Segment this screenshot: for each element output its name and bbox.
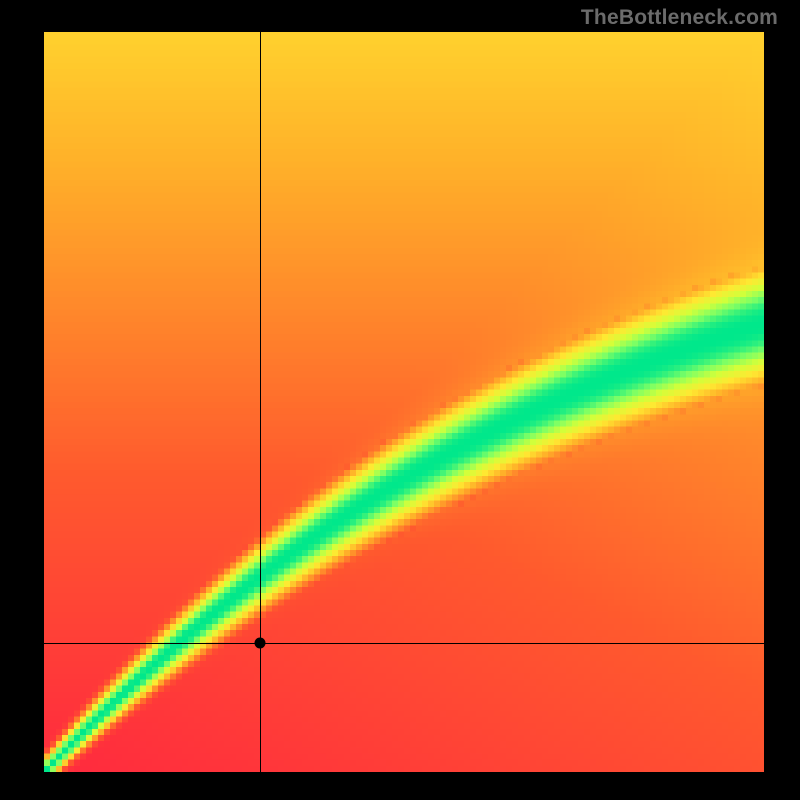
crosshair-horizontal: [44, 643, 764, 644]
heatmap-canvas: [44, 32, 764, 772]
crosshair-vertical: [260, 32, 261, 772]
plot-area: [44, 32, 764, 772]
marker-dot: [255, 637, 266, 648]
watermark-text: TheBottleneck.com: [581, 6, 778, 30]
